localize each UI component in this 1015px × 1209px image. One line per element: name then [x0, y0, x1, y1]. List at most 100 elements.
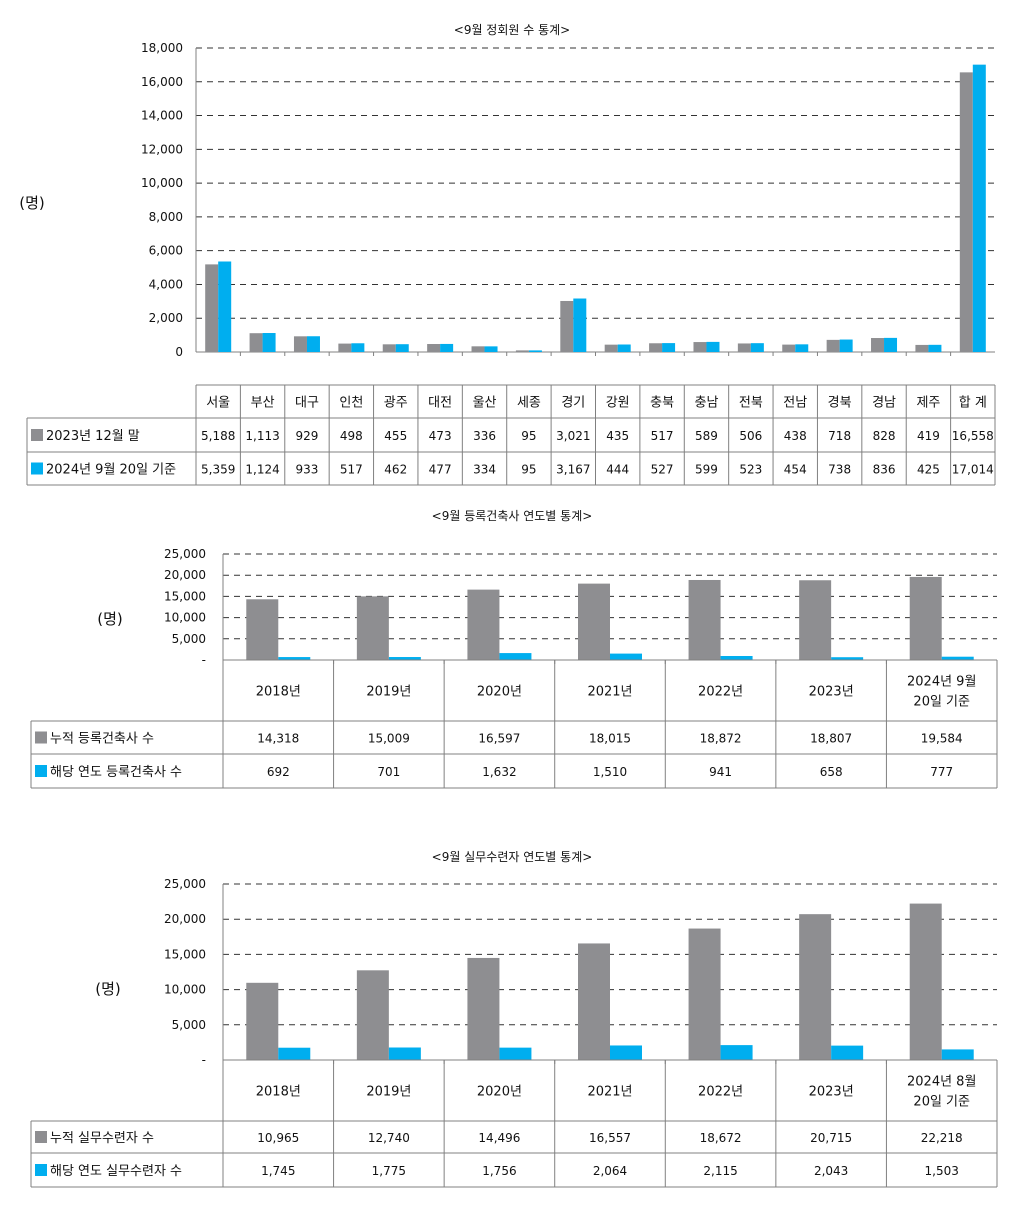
chart1-data-label-2: 517: [340, 463, 363, 477]
chart2-data-label-1: 18,872: [700, 732, 742, 746]
chart3-category-label: 2022년: [698, 1085, 743, 1100]
chart1-bar-1: [871, 338, 885, 352]
chart3-y-tick-label: 20,000: [164, 912, 206, 926]
chart2-legend-swatch-2: [35, 765, 47, 777]
chart1-y-tick-label: 4,000: [149, 277, 183, 291]
chart3-y-tick-label: 15,000: [164, 947, 206, 961]
chart1-bar-2: [795, 344, 809, 352]
chart1-data-label-1: 506: [739, 429, 762, 443]
chart1-data-label-2: 836: [873, 463, 896, 477]
chart3-bar-1: [909, 903, 942, 1060]
chart1-bar-2: [440, 343, 454, 352]
chart1-category-label: 광주: [384, 396, 408, 411]
chart1-legend-label-1: 2023년 12월 말: [46, 429, 140, 444]
chart1-bar-2: [395, 344, 409, 352]
chart1-data-label-2: 933: [296, 463, 319, 477]
chart1-data-label-2: 1,124: [245, 463, 279, 477]
chart3-y-tick-label: -: [202, 1053, 206, 1067]
chart2-y-axis-label: (명): [97, 610, 123, 628]
chart2-category-label: 2020년: [477, 685, 522, 700]
chart2-bar-1: [246, 599, 279, 660]
chart3-bar-2: [388, 1047, 421, 1060]
chart1-bar-1: [649, 343, 663, 352]
chart3-bar-2: [499, 1047, 532, 1060]
chart2-category-label: 20일 기준: [913, 695, 970, 710]
chart1-bar-2: [706, 341, 720, 352]
chart3-bar-2: [941, 1049, 974, 1060]
chart2-data-label-1: 18,015: [589, 732, 631, 746]
chart2-data-label-1: 15,009: [368, 732, 410, 746]
chart1-data-label-2: 523: [739, 463, 762, 477]
chart3-y-tick-label: 5,000: [172, 1018, 206, 1032]
chart1-bar-1: [515, 350, 529, 352]
chart3-legend-swatch-2: [35, 1164, 47, 1176]
chart3-category-label: 2024년 8월: [907, 1075, 976, 1090]
chart3-data-label-2: 1,503: [925, 1164, 959, 1178]
chart1-category-label: 경북: [828, 396, 852, 411]
chart2-bar-1: [688, 579, 721, 660]
chart3-title: <9월 실무수련자 연도별 통계>: [432, 850, 593, 864]
chart1-data-label-2: 738: [828, 463, 851, 477]
chart1-data-label-1: 435: [606, 429, 629, 443]
chart3-legend-label-1: 누적 실무수련자 수: [50, 1131, 154, 1146]
chart3-y-tick-label: 10,000: [164, 983, 206, 997]
chart3-legend-label-2: 해당 연도 실무수련자 수: [50, 1164, 182, 1179]
chart1-category-label: 합 계: [959, 396, 987, 411]
chart2-data-label-1: 19,584: [921, 732, 963, 746]
chart2-category-label: 2022년: [698, 685, 743, 700]
chart3-bar-2: [278, 1047, 311, 1060]
chart3-data-label-2: 1,756: [482, 1164, 516, 1178]
chart2-bar-2: [388, 657, 421, 660]
chart1-bar-2: [662, 343, 676, 352]
chart1-bar-1: [471, 346, 485, 352]
chart1-data-label-2: 17,014: [952, 463, 994, 477]
chart2-bar-1: [578, 583, 610, 660]
chart3-data-label-1: 14,496: [478, 1131, 520, 1145]
chart2-category-label: 2021년: [587, 685, 632, 700]
chart3-category-label: 2019년: [366, 1085, 411, 1100]
chart2-bar-2: [610, 653, 642, 660]
chart3-category-label: 20일 기준: [913, 1095, 970, 1110]
chart2-data-label-2: 941: [709, 765, 732, 779]
chart3-data-label-1: 16,557: [589, 1131, 631, 1145]
chart2-bar-1: [909, 576, 942, 660]
chart2-y-tick-label: 5,000: [172, 632, 206, 646]
chart3-category-label: 2021년: [587, 1085, 632, 1100]
chart1-y-axis-label: (명): [19, 194, 45, 212]
chart2-data-label-2: 658: [820, 765, 843, 779]
chart1-bar-2: [528, 350, 542, 352]
chart1-data-label-1: 498: [340, 429, 363, 443]
chart1-bar-2: [351, 343, 365, 352]
chart1-category-label: 제주: [916, 396, 940, 411]
chart2-legend-label-1: 누적 등록건축사 수: [50, 732, 154, 747]
chart1-legend-swatch-1: [31, 429, 43, 441]
chart1-category-label: 강원: [606, 396, 630, 411]
chart1-data-label-2: 444: [606, 463, 629, 477]
chart1-bar-2: [839, 339, 853, 352]
chart1-bar-1: [205, 264, 219, 352]
chart1-category-label: 전남: [783, 396, 807, 411]
chart3-category-label: 2018년: [256, 1085, 301, 1100]
chart1-data-label-1: 718: [828, 429, 851, 443]
chart1-data-label-1: 3,021: [556, 429, 590, 443]
chart1-bar-1: [604, 344, 618, 352]
chart1-data-label-1: 419: [917, 429, 940, 443]
chart1-legend-label-2: 2024년 9월 20일 기준: [46, 463, 176, 478]
chart1-category-label: 인천: [339, 396, 363, 411]
chart2-category-label: 2024년 9월: [907, 675, 976, 690]
chart2-data-label-1: 16,597: [478, 732, 520, 746]
chart2-category-label: 2019년: [366, 685, 411, 700]
chart1-bar-1: [560, 300, 574, 352]
chart2-bar-1: [467, 589, 500, 660]
chart1-category-label: 경기: [561, 396, 585, 411]
chart3-bar-1: [356, 970, 389, 1060]
chart1-bar-1: [427, 344, 441, 352]
chart3-category-label: 2023년: [809, 1085, 854, 1100]
chart1-bar-1: [382, 344, 396, 352]
chart1-category-label: 세종: [517, 396, 541, 411]
chart1-legend-swatch-2: [31, 462, 43, 475]
chart1-category-label: 부산: [251, 396, 275, 411]
chart1-category-label: 경남: [872, 396, 896, 411]
chart3-data-label-2: 1,745: [261, 1164, 295, 1178]
chart3-category-label: 2020년: [477, 1085, 522, 1100]
